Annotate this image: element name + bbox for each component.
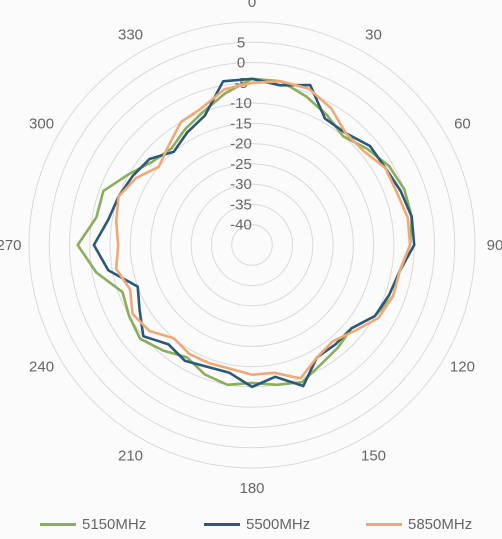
grid-ring (231, 224, 273, 266)
legend: 5150MHz 5500MHz 5850MHz (0, 512, 502, 536)
radar-chart: 50-5-10-15-20-25-30-35-40 03060901201501… (0, 0, 502, 497)
angle-label: 90 (487, 237, 502, 254)
grid-ring (28, 21, 476, 469)
grid-ring (69, 62, 435, 428)
legend-label: 5150MHz (82, 515, 147, 533)
angle-label: 180 (239, 480, 264, 497)
radial-tick-label: 0 (237, 55, 245, 72)
angle-label: 150 (361, 447, 386, 464)
radial-tick-label: -15 (230, 115, 252, 132)
legend-item: 5500MHz (204, 512, 310, 536)
legend-item: 5150MHz (40, 512, 146, 536)
grid-ring (190, 183, 314, 307)
angle-label: 240 (29, 359, 54, 376)
angle-label: 30 (365, 27, 382, 44)
angle-label: 330 (118, 27, 143, 44)
angle-label: 0 (248, 0, 256, 11)
legend-swatch (204, 522, 240, 526)
grid-ring (150, 143, 354, 347)
angle-label: 300 (29, 116, 54, 133)
grid-ring (48, 41, 456, 449)
radial-tick-label: 5 (237, 34, 245, 51)
angle-label: 270 (0, 237, 22, 254)
legend-label: 5500MHz (246, 515, 311, 533)
grid-ring (129, 122, 375, 368)
radial-grid (28, 21, 476, 469)
legend-swatch (40, 522, 76, 526)
radial-tick-label: -35 (230, 196, 252, 213)
radial-tick-label: -40 (230, 217, 252, 234)
angle-label: 120 (450, 359, 475, 376)
radial-tick-label: -25 (230, 156, 252, 173)
series-line-5850mhz (114, 80, 412, 380)
legend-swatch (366, 522, 402, 526)
radial-tick-label: -30 (230, 176, 252, 193)
legend-item: 5850MHz (366, 512, 472, 536)
angle-label: 210 (118, 447, 143, 464)
radial-tick-label: -10 (230, 95, 252, 112)
grid-ring (170, 163, 334, 327)
angle-labels: 0 30 60 90 120 150 180 210 240 270 300 330 (0, 0, 502, 497)
grid-ring (210, 203, 294, 287)
radial-tick-labels: 50-5-10-15-20-25-30-35-40 (230, 34, 252, 233)
radial-tick-label: -20 (230, 136, 252, 153)
series-line-5150mhz (76, 77, 414, 387)
series-lines (76, 77, 416, 389)
angle-label: 60 (454, 116, 471, 133)
legend-label: 5850MHz (408, 515, 473, 533)
grid-ring (89, 82, 415, 408)
